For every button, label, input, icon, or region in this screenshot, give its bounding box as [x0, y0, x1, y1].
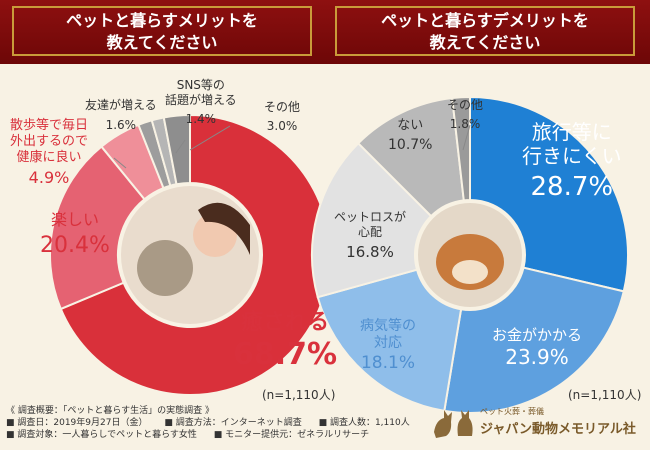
label-sns: SNS等の 話題が増える 1.4%	[165, 78, 237, 127]
label-travel: 旅行等に 行きにくい 28.7%	[522, 120, 622, 202]
label-pet-loss-line2: 心配	[358, 225, 383, 239]
label-illness-line2: 対応	[374, 335, 402, 351]
survey-date: ■ 調査日：2019年9月27日（金）	[6, 418, 148, 428]
label-sns-line1: SNS等の	[176, 78, 225, 92]
logo-company-name: ジャパン動物メモリアル社	[480, 422, 636, 437]
demerit-title-box: ペットと暮らすデメリットを 教えてください	[335, 6, 635, 56]
label-sns-line2: 話題が増える	[165, 93, 237, 107]
label-sns-pct: 1.4%	[185, 112, 217, 126]
sample-size-right: (n=1,110人)	[568, 388, 642, 402]
leader-line-sns	[175, 139, 186, 154]
demerit-title-line1: ペットと暮らすデメリットを	[381, 11, 589, 30]
demerit-slice-2	[316, 268, 463, 413]
label-illness-line1: 病気等の	[360, 318, 416, 334]
label-merit-other-pct: 3.0%	[266, 119, 298, 133]
label-demerit-other-text: その他	[447, 98, 484, 112]
label-illness-pct: 18.1%	[360, 353, 415, 373]
survey-count: ■ 調査人数：1,110人	[318, 418, 410, 428]
demerit-slice-0	[469, 95, 629, 293]
label-illness: 病気等の 対応 18.1%	[360, 318, 416, 372]
survey-overview-row2: ■ 調査対象：一人暮らしでペットと暮らす女性 ■ モニター提供元：ゼネラルリサー…	[6, 429, 424, 441]
logo-subtitle: ペット火葬・葬儀	[480, 407, 544, 416]
label-walking-pct: 4.9%	[28, 168, 70, 187]
survey-overview-title: 《 調査概要：「ペットと暮らす生活」の実態調査 》	[6, 406, 215, 416]
label-walking-line3: 健康に良い	[16, 150, 82, 165]
label-pet-loss-pct: 16.8%	[346, 243, 394, 261]
survey-provider: ■ モニター提供元：ゼネラルリサーチ	[213, 430, 370, 440]
label-none-text: ない	[397, 118, 424, 133]
merit-title-box: ペットと暮らすメリットを 教えてください	[12, 6, 312, 56]
survey-overview: 《 調査概要：「ペットと暮らす生活」の実態調査 》 ■ 調査日：2019年9月2…	[6, 405, 424, 441]
merit-title-line2: 教えてください	[106, 33, 218, 52]
label-friends-pct: 1.6%	[105, 118, 137, 132]
label-none: ない 10.7%	[388, 118, 432, 153]
label-travel-line2: 行きにくい	[522, 144, 622, 168]
demerit-slice-3	[311, 141, 433, 299]
label-healing-pct: 68.7%	[233, 337, 338, 372]
demerit-slice-1	[443, 266, 625, 414]
cat-photo-shape	[137, 240, 193, 296]
survey-target: ■ 調査対象：一人暮らしでペットと暮らす女性	[6, 430, 197, 440]
demerit-slice-4	[356, 96, 465, 218]
company-logo: ペット火葬・葬儀 ジャパン動物メモリアル社	[430, 400, 645, 445]
label-merit-other-text: その他	[264, 100, 301, 114]
label-fun: 楽しい 20.4%	[40, 210, 110, 258]
merit-donut-chart	[49, 113, 331, 396]
label-travel-pct: 28.7%	[530, 172, 614, 202]
label-merit-other: その他 3.0%	[264, 100, 300, 134]
label-walking-line2: 外出するので	[10, 134, 89, 149]
label-walking-health: 散歩等で毎日 外出するので 健康に良い 4.9%	[10, 118, 88, 186]
label-cost-pct: 23.9%	[505, 345, 569, 369]
label-friends-text: 友達が増える	[85, 98, 157, 112]
label-travel-line1: 旅行等に	[531, 120, 612, 144]
merit-title-line1: ペットと暮らすメリットを	[66, 11, 258, 30]
label-cost-text: お金がかかる	[492, 326, 583, 344]
label-none-pct: 10.7%	[388, 137, 433, 153]
dog-cat-silhouette-icon	[434, 410, 473, 438]
woman-hair-shape	[198, 202, 250, 255]
label-friends: 友達が増える 1.6%	[85, 98, 157, 133]
survey-method: ■ 調査方法：インターネット調査	[164, 418, 302, 428]
title-banner: ペットと暮らすメリットを 教えてください ペットと暮らすデメリットを 教えてくだ…	[0, 0, 650, 64]
demerit-slice-5	[451, 95, 471, 202]
leader-line-demerit-other	[462, 124, 471, 151]
label-pet-loss: ペットロスが 心配 16.8%	[334, 210, 406, 260]
demerit-title-line2: 教えてください	[429, 33, 541, 52]
label-pet-loss-line1: ペットロスが	[334, 210, 407, 224]
label-healing-text: 癒される	[241, 310, 330, 335]
merit-slice-1	[49, 145, 146, 311]
label-demerit-other-pct: 1.8%	[449, 117, 481, 131]
shiba-muzzle-shape	[452, 260, 488, 284]
label-healing: 癒される 68.7%	[233, 310, 337, 372]
merit-slice-5	[162, 113, 191, 186]
demerit-donut-chart	[311, 95, 629, 414]
sample-size-left: (n=1,110人)	[262, 388, 336, 402]
label-fun-text: 楽しい	[50, 210, 99, 229]
label-fun-pct: 20.4%	[40, 233, 110, 258]
leader-line-other	[189, 125, 231, 151]
label-cost: お金がかかる 23.9%	[492, 326, 583, 369]
label-demerit-other: その他 1.8%	[447, 98, 483, 132]
label-walking-line1: 散歩等で毎日	[10, 118, 89, 133]
leader-line-friends	[113, 157, 127, 169]
survey-overview-row1: ■ 調査日：2019年9月27日（金） ■ 調査方法：インターネット調査 ■ 調…	[6, 417, 424, 429]
